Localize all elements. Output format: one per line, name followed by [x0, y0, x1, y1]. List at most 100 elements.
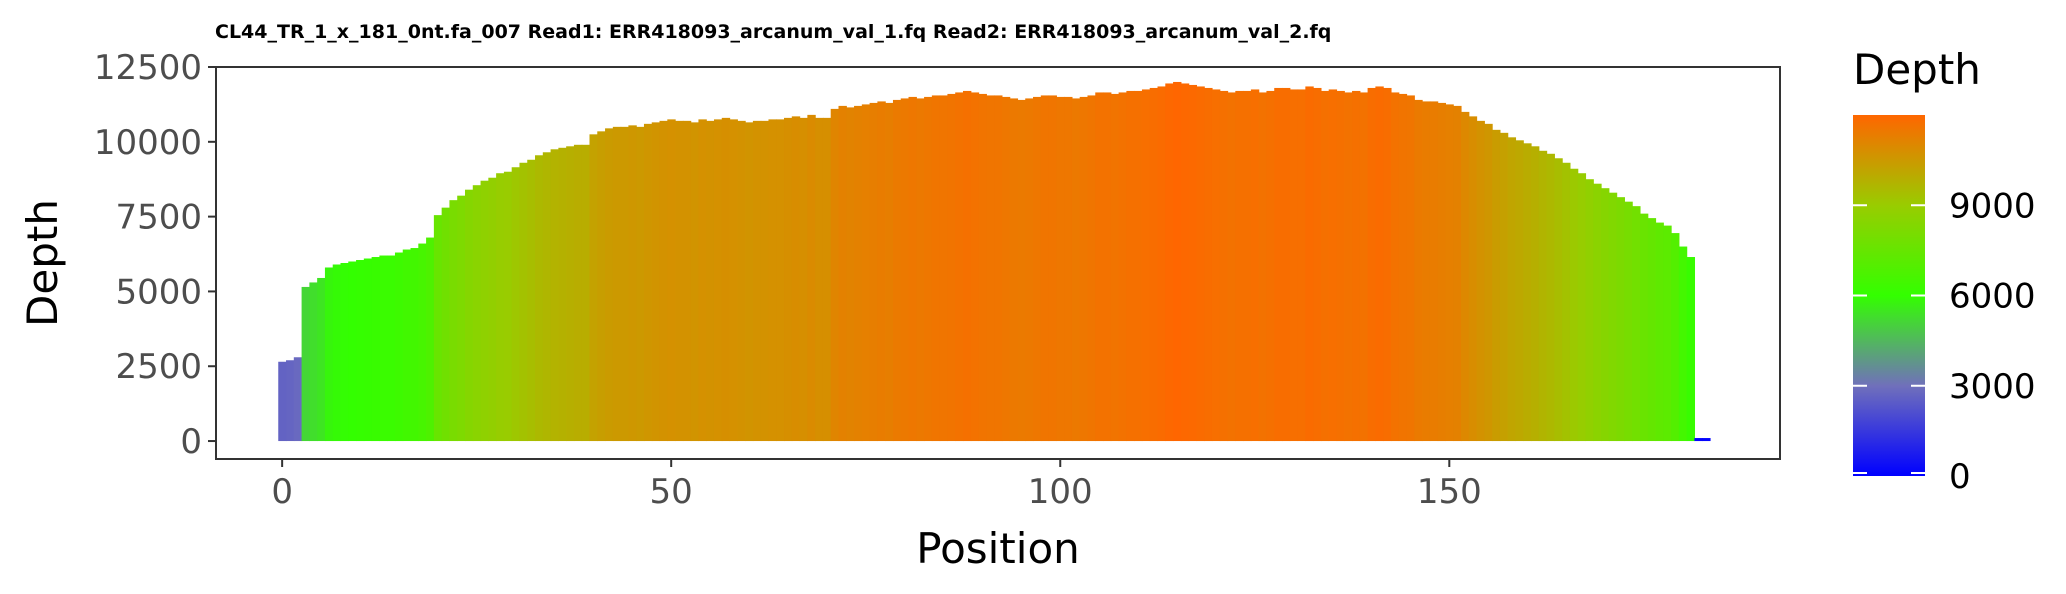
- bar: [503, 171, 513, 442]
- bar: [1235, 90, 1244, 442]
- bar: [558, 147, 567, 442]
- bar: [931, 95, 941, 442]
- bar: [698, 119, 707, 442]
- bar: [1056, 96, 1065, 442]
- bar: [589, 134, 598, 442]
- bar: [737, 120, 746, 442]
- bar: [1180, 83, 1190, 442]
- bar: [1632, 206, 1641, 442]
- bar: [1157, 86, 1166, 442]
- bar: [768, 119, 777, 442]
- bar: [1546, 153, 1555, 442]
- bar: [869, 102, 878, 442]
- y-axis: 0 2500 5000 7500 10000 12500: [94, 48, 216, 462]
- bars-layer: [278, 81, 1711, 442]
- bar: [729, 119, 738, 442]
- y-tick-label: 0: [180, 422, 202, 462]
- bar: [542, 152, 552, 442]
- bar: [1507, 137, 1517, 442]
- bar: [713, 119, 723, 442]
- bar: [597, 131, 606, 442]
- bar: [947, 93, 956, 442]
- y-tick-label: 10000: [94, 123, 202, 163]
- bar: [1531, 146, 1540, 442]
- bar: [286, 360, 295, 442]
- bar: [846, 107, 855, 442]
- y-tick-label: 2500: [115, 347, 202, 387]
- bar: [1282, 87, 1291, 442]
- bar: [1352, 90, 1361, 442]
- bar: [535, 155, 544, 442]
- chart-title: CL44_TR_1_x_181_0nt.fa_007 Read1: ERR418…: [215, 21, 1331, 43]
- y-tick-label: 7500: [115, 198, 202, 238]
- legend-label: 0: [1949, 457, 1971, 497]
- bar: [371, 257, 380, 442]
- bar: [760, 120, 770, 442]
- bar: [1149, 87, 1159, 442]
- bar: [1250, 89, 1260, 442]
- bar: [1344, 92, 1353, 442]
- x-tick-label: 150: [1417, 472, 1482, 512]
- x-tick-label: 0: [271, 472, 293, 512]
- bar: [1328, 89, 1338, 442]
- bar: [830, 108, 840, 442]
- bar: [1087, 95, 1096, 442]
- bar: [1437, 102, 1447, 442]
- bar: [1577, 173, 1587, 442]
- bar: [324, 267, 334, 442]
- bar: [1671, 233, 1680, 442]
- bar: [1017, 99, 1026, 442]
- bar: [791, 116, 801, 442]
- bar: [1484, 123, 1493, 442]
- bar: [1040, 95, 1050, 442]
- bar: [1624, 201, 1633, 442]
- legend-label: 9000: [1949, 186, 2036, 226]
- bar: [387, 255, 396, 442]
- bar: [1064, 96, 1073, 442]
- bar: [1538, 150, 1548, 442]
- bar: [1616, 197, 1625, 442]
- bar: [1515, 140, 1524, 442]
- bar: [1702, 438, 1711, 442]
- bar: [449, 200, 458, 442]
- bar: [1608, 192, 1618, 442]
- bar: [605, 128, 614, 442]
- bar: [1585, 179, 1594, 442]
- bar: [628, 125, 637, 442]
- bar: [1678, 246, 1688, 442]
- x-axis: 0 50 100 150: [271, 459, 1482, 512]
- bar: [1196, 86, 1205, 442]
- bar: [1079, 96, 1089, 442]
- bar: [1359, 92, 1369, 442]
- bar: [1554, 158, 1563, 442]
- bar: [1601, 188, 1610, 442]
- bar: [994, 95, 1003, 442]
- y-axis-label: Depth: [18, 199, 67, 327]
- bar: [433, 215, 443, 442]
- bar: [550, 149, 559, 442]
- y-tick-label: 5000: [115, 272, 202, 312]
- bar: [1173, 81, 1182, 442]
- y-tick-label: 12500: [94, 48, 202, 88]
- bar: [620, 126, 629, 442]
- bar: [776, 119, 785, 442]
- bar: [1655, 222, 1664, 442]
- bar: [1001, 96, 1011, 442]
- bar: [1445, 104, 1454, 442]
- bar: [1398, 93, 1408, 442]
- bar: [1460, 111, 1470, 442]
- bar: [651, 122, 661, 442]
- bar: [465, 189, 474, 442]
- bar: [1383, 87, 1392, 442]
- bar: [1227, 92, 1236, 442]
- bar: [410, 248, 419, 442]
- bar: [1429, 101, 1439, 442]
- bar: [1593, 183, 1602, 442]
- bar: [1095, 92, 1104, 442]
- bar: [675, 120, 684, 442]
- bar: [278, 361, 287, 442]
- bar: [1663, 225, 1672, 442]
- bar: [799, 117, 808, 442]
- bar: [1165, 83, 1174, 442]
